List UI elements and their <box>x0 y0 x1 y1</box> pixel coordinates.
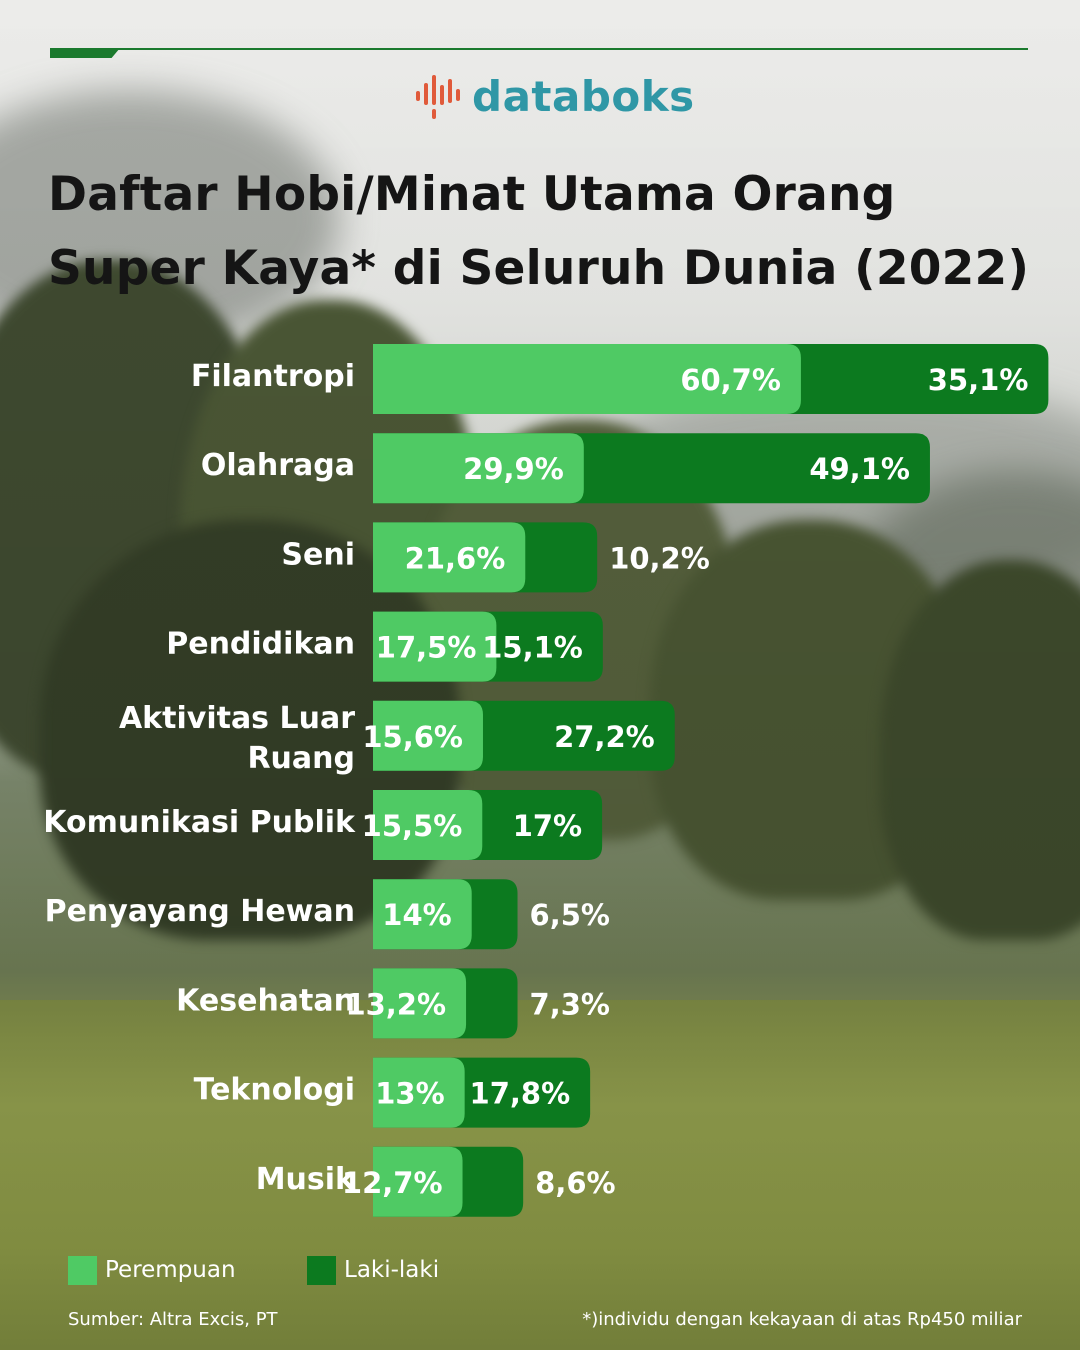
value-label-laki-laki-aktivitas-luar-ruang: 27,2% <box>554 720 655 754</box>
bar-perempuan-musik <box>373 1146 463 1217</box>
value-label-perempuan-pendidikan: 17,5% <box>376 631 477 665</box>
bar-perempuan-komunikasi-publik <box>373 790 483 860</box>
value-label-perempuan-komunikasi-publik: 15,5% <box>362 809 463 843</box>
bar-signal-icon <box>416 75 460 119</box>
value-label-perempuan-olahraga: 29,9% <box>463 452 564 486</box>
value-label-perempuan-teknologi: 13% <box>375 1077 444 1111</box>
header-rule-accent <box>50 48 120 58</box>
legend-label-laki-laki: Laki-laki <box>344 1257 440 1283</box>
value-label-perempuan-penyayang-hewan: 14% <box>382 898 451 932</box>
source-note: Sumber: Altra Excis, PT <box>68 1309 278 1330</box>
value-label-laki-laki-olahraga: 49,1% <box>809 452 910 486</box>
value-label-laki-laki-pendidikan: 15,1% <box>482 631 583 665</box>
bar-perempuan-seni <box>373 522 526 593</box>
value-label-laki-laki-filantropi: 35,1% <box>928 363 1029 397</box>
bar-perempuan-kesehatan <box>373 968 467 1039</box>
category-label-penyayang-hewan: Penyayang Hewan <box>45 894 355 929</box>
category-label-teknologi: Teknologi <box>194 1073 355 1108</box>
chart-title: Daftar Hobi/Minat Utama Orang Super Kaya… <box>48 167 1030 296</box>
bar-perempuan-filantropi <box>373 344 801 414</box>
value-label-perempuan-filantropi: 60,7% <box>680 363 781 397</box>
value-label-laki-laki-komunikasi-publik: 17% <box>513 809 582 843</box>
category-label-musik: Musik <box>256 1162 356 1197</box>
category-label-komunikasi-publik: Komunikasi Publik <box>43 805 356 840</box>
bar-perempuan-pendidikan <box>373 611 497 682</box>
category-label-seni: Seni <box>281 537 355 572</box>
bar-perempuan-teknologi <box>373 1057 465 1128</box>
databoks-logo: databoks <box>414 68 695 124</box>
bar-perempuan-aktivitas-luar-ruang <box>373 700 483 771</box>
value-label-laki-laki-penyayang-hewan: 6,5% <box>530 898 610 932</box>
category-label-filantropi: Filantropi <box>191 359 355 394</box>
value-label-perempuan-musik: 12,7% <box>342 1166 443 1200</box>
legend-item-laki-laki: Laki-laki <box>307 1255 439 1285</box>
category-label-aktivitas-luar-ruang: Aktivitas Luar Ruang <box>119 701 355 776</box>
category-label-olahraga: Olahraga <box>201 448 355 483</box>
value-label-laki-laki-kesehatan: 7,3% <box>530 987 610 1021</box>
bar-perempuan-olahraga <box>373 433 584 504</box>
legend-swatch-laki-laki <box>307 1255 336 1285</box>
header-rule <box>50 48 1028 50</box>
footnote: *)individu dengan kekayaan di atas Rp450… <box>582 1309 1022 1330</box>
value-label-perempuan-kesehatan: 13,2% <box>345 987 446 1021</box>
bar-perempuan-penyayang-hewan <box>373 879 472 950</box>
category-label-kesehatan: Kesehatan <box>176 983 355 1018</box>
value-label-perempuan-seni: 21,6% <box>405 541 506 575</box>
value-label-perempuan-aktivitas-luar-ruang: 15,6% <box>362 720 463 754</box>
legend-label-perempuan: Perempuan <box>105 1257 236 1283</box>
value-label-laki-laki-teknologi: 17,8% <box>470 1077 571 1111</box>
brand-name: databoks <box>472 71 695 121</box>
legend-swatch-perempuan <box>68 1255 97 1285</box>
value-label-laki-laki-musik: 8,6% <box>535 1166 615 1200</box>
category-label-pendidikan: Pendidikan <box>166 627 355 662</box>
value-label-laki-laki-seni: 10,2% <box>609 541 710 575</box>
legend-item-perempuan: Perempuan <box>68 1255 236 1285</box>
